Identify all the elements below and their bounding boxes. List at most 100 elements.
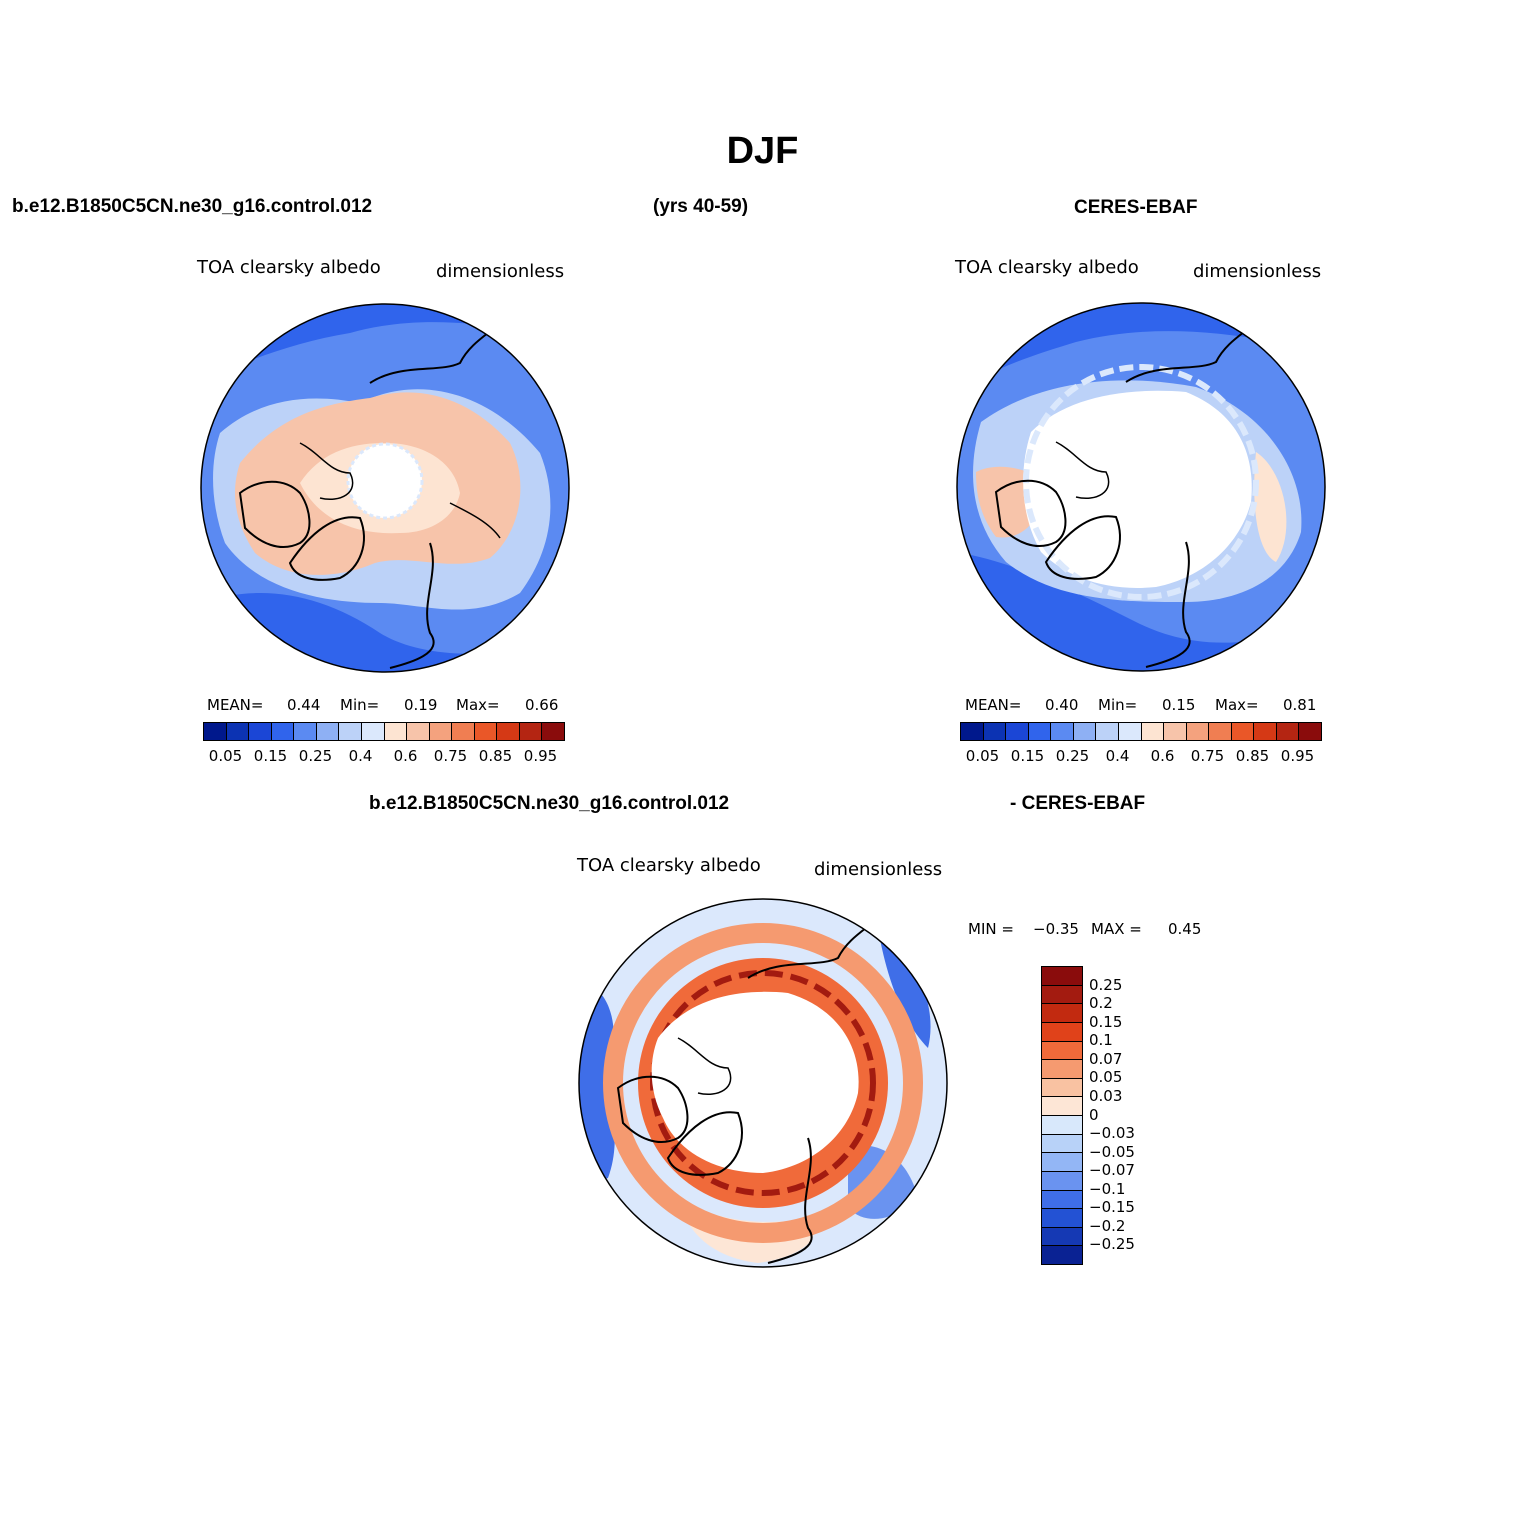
colorbar-tick-label: 0.1 (1089, 1031, 1113, 1050)
colorbar-tick-label: −0.2 (1089, 1216, 1126, 1235)
diff-header-left: b.e12.B1850C5CN.ne30_g16.control.012 (369, 793, 730, 814)
colorbar-swatch (1042, 1190, 1082, 1210)
years-label: (yrs 40-59) (653, 196, 749, 217)
obs-polar-map (956, 302, 1326, 672)
diff-coastline-a (616, 1075, 689, 1143)
colorbar-tick-label: −0.25 (1089, 1235, 1135, 1254)
colorbar-swatch (1042, 1209, 1082, 1228)
colorbar-swatch (316, 723, 340, 740)
diff-variable-label: TOA clearsky albedo (577, 855, 761, 876)
model-units-label: dimensionless (436, 261, 565, 282)
diff-header-right: - CERES-EBAF (1010, 793, 1146, 814)
model-coastline-d (299, 442, 354, 500)
model-min-value: 0.19 (404, 696, 438, 714)
model-map-border (200, 303, 570, 673)
obs-colorbar (960, 722, 1322, 741)
colorbar-swatch (361, 723, 385, 740)
obs-min-label: Min= (1098, 696, 1138, 714)
colorbar-swatch (1073, 723, 1097, 740)
model-mean-value: 0.44 (287, 696, 321, 714)
colorbar-tick-label: −0.15 (1089, 1198, 1135, 1217)
obs-polar-hole (1023, 390, 1252, 588)
colorbar-tick-label: 0.25 (298, 747, 333, 765)
diff-field-blue-east (878, 928, 931, 1048)
colorbar-tick-label: 0.6 (393, 747, 418, 765)
colorbar-tick-label: 0.2 (1089, 994, 1113, 1013)
colorbar-tick-label: 0.95 (1280, 747, 1315, 765)
colorbar-tick-label: 0.85 (1235, 747, 1270, 765)
colorbar-swatch (1299, 723, 1321, 740)
colorbar-swatch (452, 723, 475, 740)
colorbar-swatch (497, 723, 520, 740)
diff-polar-hole (651, 991, 859, 1173)
colorbar-swatch (294, 723, 317, 740)
colorbar-swatch (429, 723, 453, 740)
colorbar-swatch (271, 723, 295, 740)
colorbar-swatch (1254, 723, 1277, 740)
colorbar-swatch (1042, 985, 1082, 1005)
colorbar-tick-label: 0.15 (1089, 1012, 1123, 1031)
colorbar-swatch (474, 723, 498, 740)
diff-units-label: dimensionless (814, 859, 943, 880)
colorbar-tick-label: −0.03 (1089, 1124, 1135, 1143)
colorbar-swatch (1096, 723, 1119, 740)
model-max-label: Max= (456, 696, 500, 714)
colorbar-swatch (1042, 1097, 1082, 1116)
diff-coastline-greenland (666, 1111, 743, 1176)
colorbar-swatch (204, 723, 227, 740)
colorbar-swatch (249, 723, 272, 740)
obs-min-value: 0.15 (1162, 696, 1196, 714)
colorbar-swatch (339, 723, 362, 740)
colorbar-tick-label: 0.75 (1190, 747, 1225, 765)
diff-polar-map (578, 898, 948, 1268)
colorbar-swatch (519, 723, 543, 740)
colorbar-tick-label: 0.05 (965, 747, 1000, 765)
colorbar-swatch (384, 723, 408, 740)
colorbar-tick-label: 0.15 (1010, 747, 1045, 765)
colorbar-swatch (1042, 967, 1082, 986)
colorbar-swatch (983, 723, 1007, 740)
colorbar-tick-label: 0.05 (208, 747, 243, 765)
model-min-label: Min= (340, 696, 380, 714)
diff-coastline-europe (767, 1137, 813, 1264)
obs-coastline-d (1055, 441, 1110, 499)
obs-field-pale-orange-east (1254, 452, 1287, 562)
diff-max-value: 0.45 (1168, 920, 1202, 938)
figure-title: DJF (726, 130, 799, 172)
colorbar-tick-label: 0.4 (1105, 747, 1130, 765)
model-polar-hole (346, 442, 424, 520)
colorbar-swatch (1042, 1041, 1082, 1061)
colorbar-tick-label: 0.03 (1089, 1086, 1123, 1105)
obs-mean-value: 0.40 (1045, 696, 1079, 714)
obs-coastline-greenland (1044, 515, 1121, 580)
colorbar-swatch (1042, 1022, 1082, 1042)
colorbar-swatch (407, 723, 430, 740)
colorbar-tick-label: 0.05 (1089, 1068, 1123, 1087)
colorbar-swatch (1051, 723, 1074, 740)
colorbar-swatch (1042, 1171, 1082, 1191)
obs-coastline-europe (1145, 541, 1191, 668)
diff-min-label: MIN = (968, 920, 1014, 938)
colorbar-swatch (1042, 1060, 1082, 1079)
model-coastline-e (449, 502, 501, 539)
obs-header: CERES-EBAF (1074, 197, 1198, 218)
obs-mean-label: MEAN= (965, 696, 1022, 714)
obs-map-border (956, 302, 1326, 672)
colorbar-tick-label: 0.07 (1089, 1049, 1123, 1068)
colorbar-swatch (961, 723, 984, 740)
colorbar-swatch (1042, 1246, 1082, 1264)
colorbar-swatch (542, 723, 564, 740)
colorbar-tick-label: 0.75 (433, 747, 468, 765)
colorbar-tick-label: −0.05 (1089, 1142, 1135, 1161)
colorbar-swatch (1118, 723, 1142, 740)
model-variable-label: TOA clearsky albedo (197, 257, 381, 278)
colorbar-swatch (1042, 1078, 1082, 1098)
colorbar-swatch (1209, 723, 1232, 740)
colorbar-swatch (1164, 723, 1187, 740)
colorbar-tick-label: 0.25 (1089, 975, 1123, 994)
colorbar-tick-label: 0.15 (253, 747, 288, 765)
colorbar-swatch (1276, 723, 1300, 740)
model-case-header: b.e12.B1850C5CN.ne30_g16.control.012 (12, 196, 373, 217)
diff-field-outer-ring (603, 923, 923, 1243)
colorbar-swatch (1028, 723, 1052, 740)
